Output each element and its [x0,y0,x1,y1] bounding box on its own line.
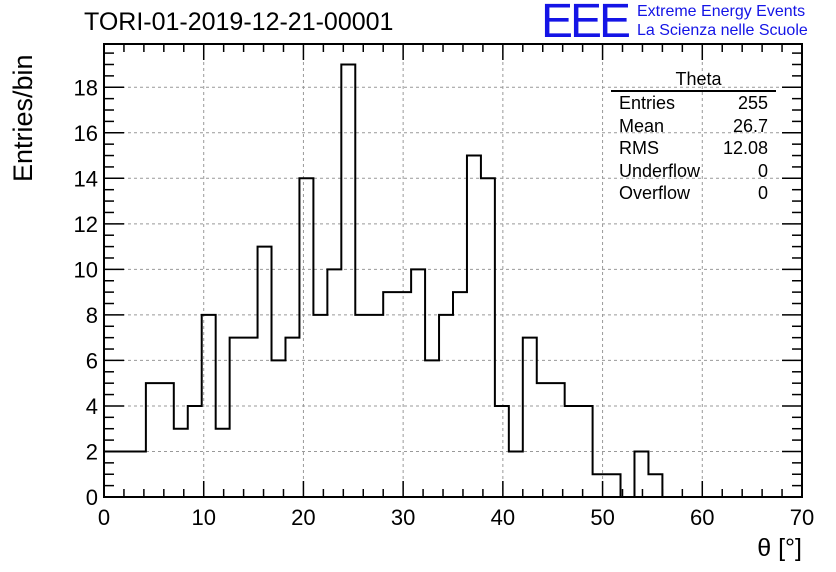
tick-labels: 0 10 20 30 40 50 60 70 0 2 4 6 8 10 12 14 16 18 [74,75,815,530]
y-tick-label: 14 [74,166,98,191]
x-tick-label: 0 [98,505,110,530]
stats-value: 12.08 [722,138,768,158]
y-axis-label: Entries/bin [8,54,38,182]
y-tick-label: 0 [86,485,98,510]
stats-row-overflow: Overflow 0 [611,182,776,205]
logo-line-2: La Scienza nelle Scuole [637,22,808,39]
stats-value: 0 [757,183,768,203]
y-tick-label: 6 [86,348,98,373]
stats-title: Theta [611,68,776,92]
stats-label: Underflow [619,160,701,181]
stats-label: Mean [619,115,665,136]
y-tick-label: 2 [86,439,98,464]
stats-label: RMS [619,138,659,158]
stats-value: 255 [737,93,768,113]
y-tick-label: 12 [74,212,98,237]
y-tick-label: 18 [74,75,98,100]
x-tick-label: 40 [491,505,515,530]
logo-line-1: Extreme Energy Events [637,3,806,20]
stats-row-mean: Mean 26.7 [611,115,776,138]
chart-title: TORI-01-2019-12-21-00001 [84,8,394,36]
axis-ticks [103,44,803,498]
x-tick-label: 60 [690,505,714,530]
stats-label: Entries [619,93,676,113]
stats-row-underflow: Underflow 0 [611,160,776,183]
stats-value: 0 [757,160,768,181]
stats-row-rms: RMS 12.08 [611,137,776,160]
x-axis-label: θ [°] [757,534,802,562]
eee-logo-mark: EEE [541,0,631,48]
x-tick-label: 30 [391,505,415,530]
x-tick-label: 20 [291,505,315,530]
stats-label: Overflow [619,183,691,203]
stats-box: Theta Entries 255 Mean 26.7 RMS 12.08 Un… [611,68,776,205]
eee-logo-text: Extreme Energy Events La Scienza nelle S… [637,2,808,40]
y-tick-label: 10 [74,257,98,282]
y-tick-label: 8 [86,303,98,328]
histogram-line [103,63,802,498]
x-tick-label: 50 [590,505,614,530]
y-tick-label: 4 [86,394,98,419]
plot-frame [103,43,803,498]
x-tick-label: 10 [191,505,215,530]
stats-value: 26.7 [732,115,768,136]
y-tick-label: 16 [74,121,98,146]
x-tick-label: 70 [790,505,814,530]
stats-row-entries: Entries 255 [611,92,776,115]
